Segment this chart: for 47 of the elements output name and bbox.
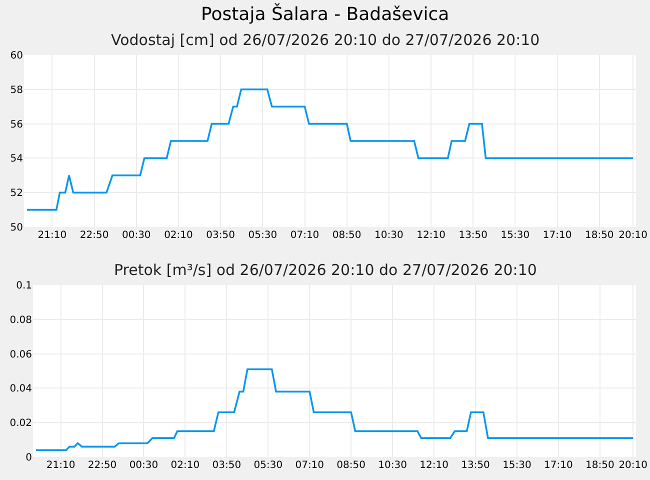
x-tick-label: 12:10 (416, 230, 446, 241)
x-tick-label: 22:50 (88, 460, 117, 471)
y-tick-label: 52 (10, 188, 23, 200)
y-tick-label: 0.08 (10, 314, 32, 326)
x-tick-label: 18:50 (584, 230, 614, 241)
y-tick-label: 0.02 (10, 418, 32, 430)
x-tick-label: 03:50 (206, 230, 235, 241)
x-tick-label: 20:10 (618, 460, 648, 471)
y-tick-label: 0.1 (16, 280, 32, 292)
y-tick-label: 0.04 (10, 384, 32, 395)
y-tick-label: 54 (10, 154, 23, 165)
x-tick-label: 08:50 (332, 230, 362, 241)
x-tick-label: 17:10 (542, 230, 572, 241)
x-tick-label: 07:10 (290, 230, 320, 241)
y-tick-label: 58 (10, 84, 23, 96)
x-tick-label: 20:10 (618, 230, 648, 241)
y-tick-label: 0.06 (10, 349, 32, 360)
y-tick-label: 56 (10, 119, 23, 130)
x-tick-label: 17:10 (544, 460, 573, 471)
y-tick-label: 0 (26, 452, 32, 464)
x-tick-label: 00:30 (129, 460, 158, 471)
x-tick-label: 05:30 (248, 230, 278, 241)
x-tick-label: 21:10 (38, 230, 67, 241)
x-tick-label: 05:30 (254, 460, 283, 471)
x-tick-label: 10:30 (378, 460, 407, 471)
x-tick-label: 21:10 (46, 460, 76, 471)
y-tick-label: 60 (10, 50, 23, 62)
x-tick-label: 00:30 (122, 230, 151, 241)
chart-subtitle: Vodostaj [cm] od 26/07/2026 20:10 do 27/07/2026 20:10 (111, 31, 540, 49)
line-series (26, 88, 634, 211)
x-tick-label: 10:30 (374, 230, 404, 241)
x-tick-label: 08:50 (336, 460, 366, 471)
x-tick-label: 22:50 (80, 230, 109, 241)
x-tick-label: 18:50 (586, 460, 614, 471)
x-tick-label: 07:10 (295, 460, 324, 471)
x-tick-label: 03:50 (212, 460, 242, 471)
line-series (35, 368, 634, 452)
x-tick-label: 12:10 (420, 460, 448, 471)
chart-title: Pretok [m³/s] od 26/07/2026 20:10 do 27/07/2026 20:10 (114, 261, 537, 279)
x-tick-label: 13:50 (458, 230, 488, 241)
chart-title: Postaja Šalara - Badaševica (201, 3, 450, 25)
x-tick-label: 02:10 (170, 460, 200, 471)
x-tick-label: 13:50 (461, 460, 490, 471)
x-tick-label: 02:10 (164, 230, 193, 241)
y-tick-label: 50 (10, 222, 23, 234)
x-tick-label: 15:30 (502, 460, 532, 471)
x-tick-label: 15:30 (500, 230, 530, 241)
